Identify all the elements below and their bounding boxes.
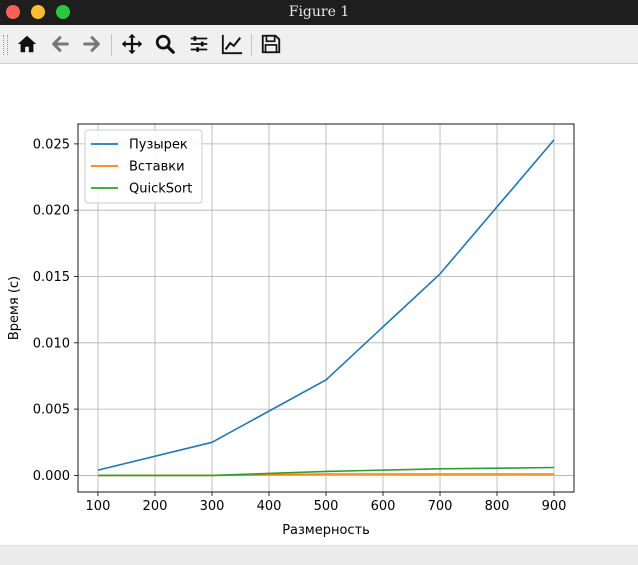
close-window-button[interactable]: [6, 5, 20, 19]
x-tick-label: 600: [371, 499, 396, 514]
zoom-button[interactable]: [152, 31, 178, 57]
legend-label: Вставки: [129, 160, 185, 175]
save-icon: [261, 34, 281, 54]
home-icon: [17, 35, 37, 53]
home-button[interactable]: [14, 31, 40, 57]
figure-canvas[interactable]: 100 200 300 400 500 600 700 800 900 0.000 0.005 0.0…: [0, 64, 638, 545]
window-title: Figure 1: [288, 4, 350, 20]
x-tick-label: 800: [485, 499, 510, 514]
minimize-window-button[interactable]: [31, 5, 45, 19]
x-tick-label: 700: [428, 499, 453, 514]
toolbar-separator: [111, 34, 112, 56]
line-chart: 100 200 300 400 500 600 700 800 900 0.000 0.005 0.0…: [7, 123, 575, 538]
series-line: [97, 139, 555, 471]
save-button[interactable]: [258, 31, 284, 57]
maximize-window-button[interactable]: [56, 5, 70, 19]
zoom-icon: [155, 34, 175, 54]
y-tick-label: 0.025: [33, 137, 70, 152]
edit-axis-button[interactable]: [219, 31, 245, 57]
legend-label: Пузырек: [129, 138, 188, 153]
x-tick-label: 900: [542, 499, 567, 514]
toolbar: [0, 25, 638, 64]
back-arrow-icon: [52, 36, 69, 52]
toolbar-separator: [251, 34, 252, 56]
legend-box: [84, 129, 203, 204]
forward-button[interactable]: [79, 31, 105, 57]
plot-frame: [77, 123, 575, 493]
configure-subplots-icon: [190, 36, 208, 52]
y-axis-label: Время (с): [7, 276, 22, 340]
series-line: [98, 466, 555, 477]
forward-arrow-icon: [83, 36, 100, 52]
y-tick-label: 0.000: [33, 469, 70, 484]
x-tick-label: 100: [86, 499, 111, 514]
back-button[interactable]: [47, 31, 73, 57]
y-tick-label: 0.005: [33, 403, 70, 418]
y-tick-label: 0.020: [33, 204, 70, 219]
title-bar: Figure 1: [0, 0, 638, 25]
toolbar-grip[interactable]: [3, 35, 8, 55]
x-tick-label: 300: [200, 499, 225, 514]
x-tick-label: 400: [257, 499, 282, 514]
x-tick-label: 200: [143, 499, 168, 514]
x-tick-label: 500: [314, 499, 339, 514]
y-tick-label: 0.015: [33, 270, 70, 285]
configure-subplots-button[interactable]: [186, 31, 212, 57]
status-bar: [0, 545, 638, 565]
legend-label: QuickSort: [129, 182, 192, 197]
x-axis-label: Размерность: [282, 523, 370, 538]
pan-icon: [121, 33, 143, 55]
y-tick-label: 0.010: [33, 336, 70, 351]
edit-axis-icon: [221, 34, 243, 55]
pan-button[interactable]: [119, 31, 145, 57]
